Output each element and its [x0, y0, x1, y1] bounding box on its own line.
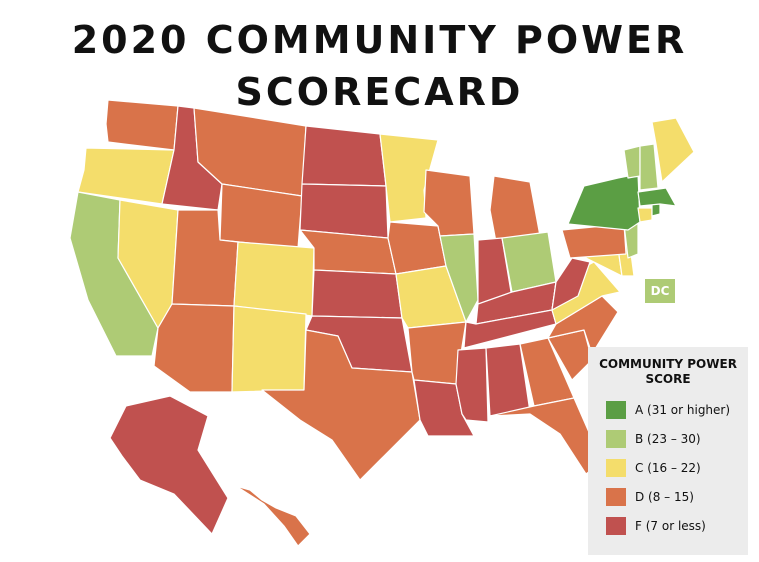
dc-badge: DC: [645, 279, 675, 303]
state-ak: [109, 395, 229, 535]
legend-swatch: [606, 430, 626, 448]
state-me: [651, 117, 695, 183]
legend-title: COMMUNITY POWER SCORE: [599, 357, 737, 386]
legend-swatch: [606, 517, 626, 535]
legend-swatch: [606, 459, 626, 477]
state-az: [153, 303, 235, 393]
state-wy: [219, 183, 303, 249]
state-nm: [231, 305, 307, 393]
state-wv: [551, 257, 591, 311]
state-hi: [235, 485, 311, 547]
legend: COMMUNITY POWER SCORE A (31 or higher) B …: [588, 347, 748, 555]
state-mi: [489, 175, 541, 243]
state-or: [77, 147, 175, 205]
legend-swatch: [606, 401, 626, 419]
legend-item-a: A (31 or higher): [598, 397, 738, 423]
state-wa: [105, 99, 179, 151]
state-ny: [567, 173, 641, 231]
state-ri: [651, 203, 661, 217]
state-il: [439, 233, 479, 323]
legend-swatch: [606, 488, 626, 506]
state-co: [233, 241, 315, 317]
legend-items: A (31 or higher) B (23 – 30) C (16 – 22) D …: [598, 397, 738, 539]
state-ct: [637, 207, 653, 223]
legend-item-f: F (7 or less): [598, 513, 738, 539]
legend-label: A (31 or higher): [635, 403, 731, 417]
state-ma: [637, 187, 677, 207]
state-ks: [311, 269, 403, 319]
legend-item-c: C (16 – 22): [598, 455, 738, 481]
state-sd: [299, 183, 389, 239]
legend-item-d: D (8 – 15): [598, 484, 738, 510]
state-nh: [639, 143, 659, 191]
state-ia: [387, 221, 447, 275]
state-oh: [501, 231, 557, 293]
state-nd: [301, 125, 387, 187]
legend-label: F (7 or less): [635, 519, 706, 533]
state-vt: [623, 145, 641, 179]
legend-item-b: B (23 – 30): [598, 426, 738, 452]
state-tx: [261, 329, 421, 481]
legend-label: D (8 – 15): [635, 490, 694, 504]
legend-label: C (16 – 22): [635, 461, 701, 475]
state-mn: [379, 133, 439, 223]
state-ms: [455, 347, 489, 423]
map-title: 2020 COMMUNITY POWER SCORECARD: [71, 18, 688, 114]
legend-label: B (23 – 30): [635, 432, 701, 446]
